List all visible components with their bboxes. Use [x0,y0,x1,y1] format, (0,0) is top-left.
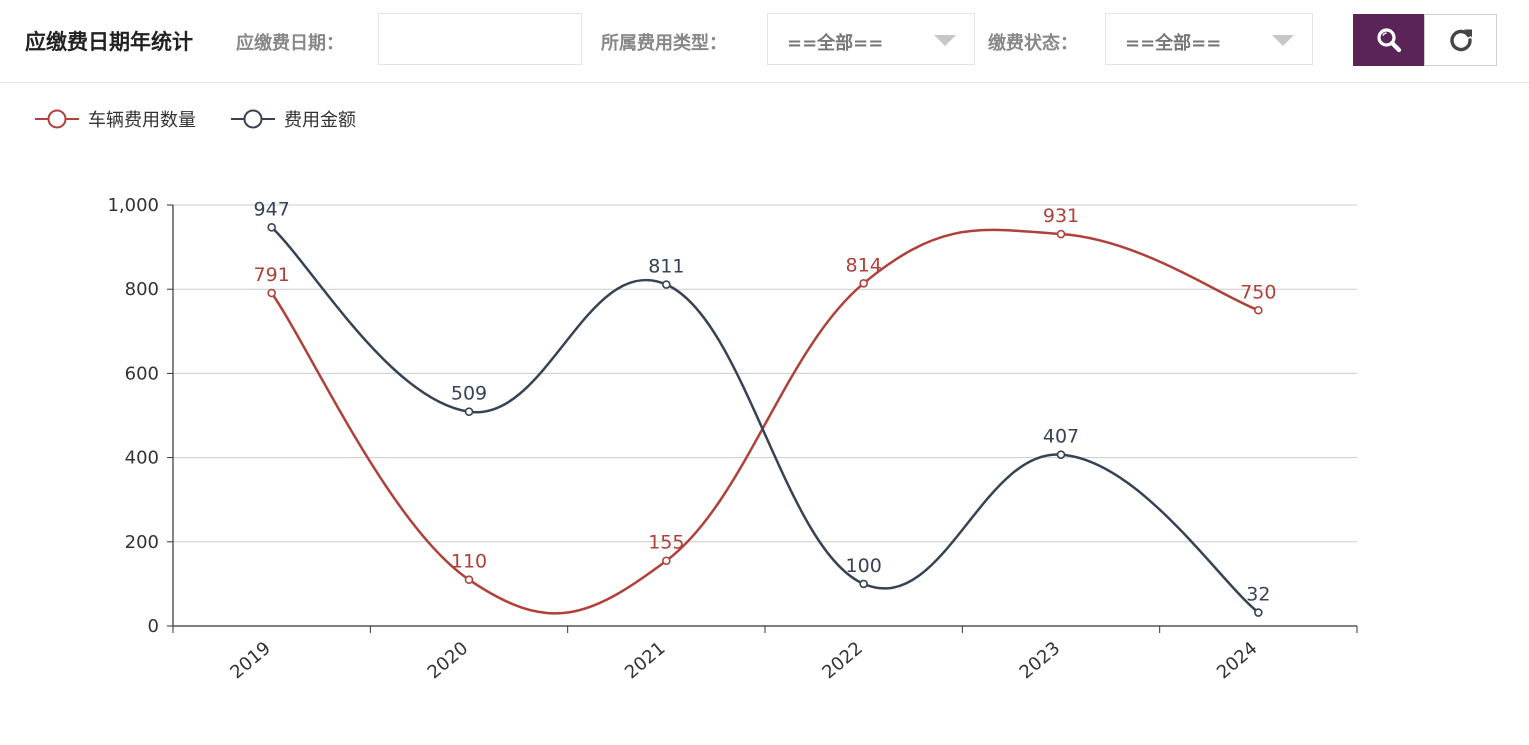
y-tick-label: 800 [125,279,159,300]
legend-label: 费用金额 [284,110,356,131]
data-label: 32 [1246,584,1270,606]
page-title: 应缴费日期年统计 [25,30,193,54]
data-label: 155 [648,532,684,554]
refresh-button[interactable] [1424,14,1497,66]
x-tick-label: 2019 [226,638,275,684]
legend-line-circle-icon [231,109,275,129]
data-point [267,288,276,298]
data-label: 509 [451,383,487,405]
data-point [464,575,474,584]
data-point [267,223,276,232]
y-tick-label: 200 [125,532,159,553]
fee-type-select[interactable]: ==全部== [767,13,975,65]
series-line-2 [270,226,1260,614]
data-point [859,279,868,288]
payment-status-label: 缴费状态： [988,33,1078,54]
data-label: 110 [451,551,487,573]
dropdown-caret-icon [1272,35,1294,46]
data-label: 791 [254,264,290,286]
payment-status-selected: ==全部== [1125,33,1222,54]
data-label: 100 [846,555,882,577]
legend-line-circle-icon [35,109,79,129]
data-label: 750 [1240,281,1276,303]
data-point [1254,305,1263,315]
due-date-input[interactable] [378,13,582,65]
legend-label: 车辆费用数量 [88,110,196,131]
y-tick-label: 1,000 [107,195,159,216]
x-tick-label: 2023 [1016,638,1065,684]
x-tick-label: 2024 [1213,638,1262,684]
data-label: 811 [648,256,684,278]
data-label: 931 [1043,205,1079,227]
fee-type-label: 所属费用类型： [601,33,727,54]
data-point [1056,450,1066,459]
data-point [662,280,671,289]
fee-type-selected: ==全部== [787,33,884,54]
data-point [859,579,868,589]
data-point [464,407,474,417]
dropdown-caret-icon [934,35,956,46]
y-tick-label: 0 [148,616,159,637]
y-tick-label: 400 [125,448,159,469]
x-tick-label: 2020 [424,638,473,684]
y-tick-label: 600 [125,363,159,384]
x-tick-label: 2021 [621,638,670,684]
search-button[interactable] [1353,14,1425,66]
filter-bar: 应缴费日期年统计 应缴费日期： 所属费用类型： ==全部== 缴费状态： ==全… [0,0,1529,83]
data-point [662,556,671,566]
data-label: 947 [254,198,290,220]
search-icon [1377,28,1402,53]
data-point [1254,608,1263,617]
data-label: 407 [1043,426,1079,448]
data-point [1056,229,1066,239]
data-label: 814 [846,254,882,276]
refresh-icon [1449,29,1472,52]
payment-status-select[interactable]: ==全部== [1105,13,1313,65]
x-tick-label: 2022 [818,638,867,684]
due-date-label: 应缴费日期： [236,33,344,54]
series-line-1 [270,228,1259,615]
